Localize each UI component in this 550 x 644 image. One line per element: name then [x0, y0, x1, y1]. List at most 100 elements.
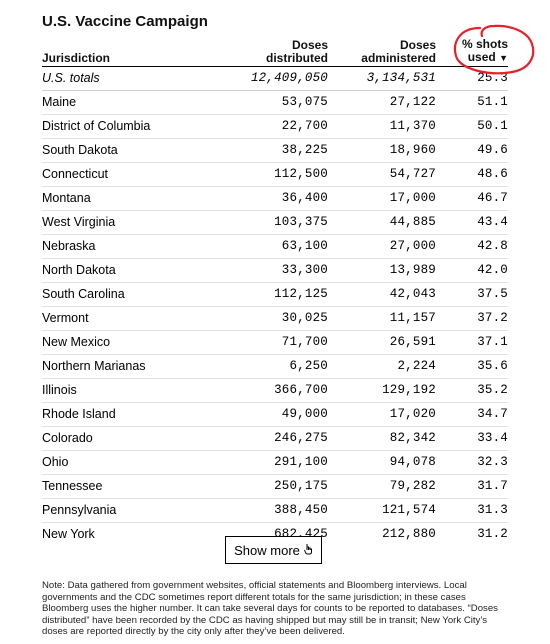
cell-jurisdiction: Vermont — [42, 311, 89, 325]
cell-administered: 17,000 — [389, 191, 436, 205]
cell-distributed: 38,225 — [281, 143, 328, 157]
cell-administered: 17,020 — [389, 407, 436, 421]
table-row: Rhode Island 49,000 17,020 34.7 — [42, 403, 508, 427]
column-header-pct-used[interactable]: % shots used ▼ — [462, 38, 508, 65]
cell-pct-used: 31.7 — [477, 479, 508, 493]
table-title: U.S. Vaccine Campaign — [42, 13, 208, 30]
table-row: Ohio 291,100 94,078 32.3 — [42, 451, 508, 475]
cell-distributed: 112,500 — [274, 167, 328, 181]
cell-jurisdiction: West Virginia — [42, 215, 116, 229]
cell-jurisdiction: Maine — [42, 95, 77, 109]
cell-jurisdiction: Illinois — [42, 383, 77, 397]
table-row: Colorado 246,275 82,342 33.4 — [42, 427, 508, 451]
table-row: Nebraska 63,100 27,000 42.8 — [42, 235, 508, 259]
totals-row: U.S. totals 12,409,050 3,134,531 25.3 — [42, 67, 508, 91]
table-row: Northern Marianas 6,250 2,224 35.6 — [42, 355, 508, 379]
cell-pct-used: 35.6 — [477, 359, 508, 373]
cell-pct-used: 37.1 — [477, 335, 508, 349]
cell-pct-used: 35.2 — [477, 383, 508, 397]
cell-distributed: 53,075 — [281, 95, 328, 109]
cell-jurisdiction: U.S. totals — [42, 71, 100, 85]
column-header-jurisdiction[interactable]: Jurisdiction — [42, 52, 110, 65]
cell-administered: 79,282 — [389, 479, 436, 493]
cell-jurisdiction: New Mexico — [42, 335, 111, 349]
cell-administered: 3,134,531 — [366, 71, 436, 85]
cell-pct-used: 32.3 — [477, 455, 508, 469]
cell-pct-used: 37.5 — [477, 287, 508, 301]
table-body: U.S. totals 12,409,050 3,134,531 25.3 Ma… — [42, 67, 508, 546]
cell-distributed: 250,175 — [274, 479, 328, 493]
column-header-distributed[interactable]: Doses distributed — [266, 39, 328, 65]
table-row: Vermont 30,025 11,157 37.2 — [42, 307, 508, 331]
cell-distributed: 63,100 — [281, 239, 328, 253]
table-row: New Mexico 71,700 26,591 37.1 — [42, 331, 508, 355]
cell-administered: 27,122 — [389, 95, 436, 109]
table-row: South Dakota 38,225 18,960 49.6 — [42, 139, 508, 163]
cell-jurisdiction: South Carolina — [42, 287, 125, 301]
cell-pct-used: 33.4 — [477, 431, 508, 445]
cell-distributed: 22,700 — [281, 119, 328, 133]
cell-administered: 18,960 — [389, 143, 436, 157]
cell-pct-used: 42.0 — [477, 263, 508, 277]
cell-jurisdiction: North Dakota — [42, 263, 116, 277]
cell-administered: 2,224 — [397, 359, 436, 373]
cell-distributed: 6,250 — [289, 359, 328, 373]
cell-administered: 11,370 — [389, 119, 436, 133]
column-header-distributed-line2: distributed — [266, 51, 328, 65]
cell-administered: 129,192 — [382, 383, 436, 397]
cell-pct-used: 25.3 — [477, 71, 508, 85]
cell-pct-used: 51.1 — [477, 95, 508, 109]
table-row: West Virginia 103,375 44,885 43.4 — [42, 211, 508, 235]
cell-jurisdiction: Montana — [42, 191, 91, 205]
cell-distributed: 33,300 — [281, 263, 328, 277]
cell-distributed: 71,700 — [281, 335, 328, 349]
cell-administered: 13,989 — [389, 263, 436, 277]
column-header-administered[interactable]: Doses administered — [361, 39, 436, 65]
column-header-distributed-line1: Doses — [291, 38, 328, 52]
cell-pct-used: 49.6 — [477, 143, 508, 157]
table-row: Montana 36,400 17,000 46.7 — [42, 187, 508, 211]
column-header-pct-line1: % shots — [461, 37, 508, 51]
table-header: Jurisdiction Doses distributed Doses adm… — [42, 35, 508, 65]
column-header-pct-line2: used — [467, 50, 496, 64]
cell-pct-used: 50.1 — [477, 119, 508, 133]
hand-pointer-icon — [303, 543, 313, 558]
cell-administered: 121,574 — [382, 503, 436, 517]
cell-distributed: 103,375 — [274, 215, 328, 229]
cell-pct-used: 46.7 — [477, 191, 508, 205]
cell-distributed: 291,100 — [274, 455, 328, 469]
cell-jurisdiction: South Dakota — [42, 143, 118, 157]
table-row: North Dakota 33,300 13,989 42.0 — [42, 259, 508, 283]
cell-jurisdiction: Ohio — [42, 455, 69, 469]
cell-pct-used: 43.4 — [477, 215, 508, 229]
cell-jurisdiction: New York — [42, 527, 95, 541]
column-header-jurisdiction-label: Jurisdiction — [42, 51, 111, 65]
cell-administered: 27,000 — [389, 239, 436, 253]
cell-pct-used: 31.3 — [477, 503, 508, 517]
cell-administered: 42,043 — [389, 287, 436, 301]
cell-pct-used: 48.6 — [477, 167, 508, 181]
show-more-label: Show more — [234, 542, 300, 558]
cell-pct-used: 31.2 — [477, 527, 508, 541]
table-row: Pennsylvania 388,450 121,574 31.3 — [42, 499, 508, 523]
cell-administered: 11,157 — [389, 311, 436, 325]
cell-jurisdiction: Northern Marianas — [42, 359, 146, 373]
cell-distributed: 30,025 — [281, 311, 328, 325]
cell-jurisdiction: Nebraska — [42, 239, 96, 253]
cell-administered: 26,591 — [389, 335, 436, 349]
table-row: Tennessee 250,175 79,282 31.7 — [42, 475, 508, 499]
cell-pct-used: 42.8 — [477, 239, 508, 253]
cell-distributed: 12,409,050 — [250, 71, 328, 85]
cell-administered: 212,880 — [382, 527, 436, 541]
show-more-button[interactable]: Show more — [225, 536, 322, 564]
cell-distributed: 112,125 — [274, 287, 328, 301]
footnote: Note: Data gathered from government webs… — [42, 580, 498, 637]
cell-jurisdiction: District of Columbia — [42, 119, 151, 133]
cell-pct-used: 37.2 — [477, 311, 508, 325]
table-row: Maine 53,075 27,122 51.1 — [42, 91, 508, 115]
cell-jurisdiction: Connecticut — [42, 167, 109, 181]
cell-jurisdiction: Tennessee — [42, 479, 103, 493]
cell-distributed: 366,700 — [274, 383, 328, 397]
cell-administered: 94,078 — [389, 455, 436, 469]
header-divider — [42, 66, 508, 67]
